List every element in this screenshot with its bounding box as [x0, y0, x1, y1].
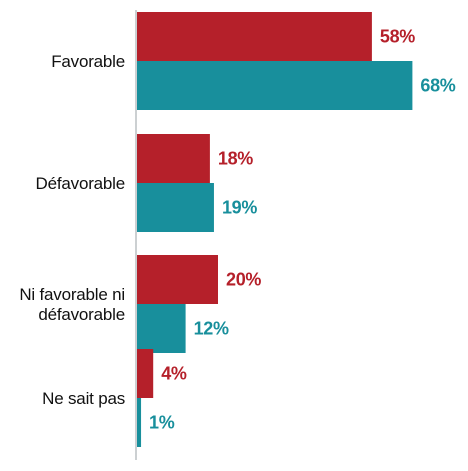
- bar-series-1: [137, 349, 154, 398]
- bar-series-2: [137, 304, 186, 353]
- value-label: 20%: [226, 270, 261, 290]
- bar-series-2: [137, 183, 214, 232]
- bar-series-2: [137, 398, 142, 447]
- bar-series-1: [137, 134, 210, 183]
- value-label: 12%: [194, 319, 229, 339]
- value-label: 4%: [161, 364, 187, 384]
- labels-layer: Favorable 58% 68% Défavorable 18% 19% Ni favor…: [19, 27, 456, 433]
- category-label: Ni favorable ni: [19, 285, 125, 304]
- bars-layer: [137, 12, 413, 447]
- value-label: 19%: [222, 198, 257, 218]
- value-label: 18%: [218, 149, 253, 169]
- value-label: 58%: [380, 27, 415, 47]
- value-label: 68%: [420, 76, 455, 96]
- category-label: Défavorable: [36, 174, 125, 193]
- bar-series-1: [137, 12, 372, 61]
- bar-series-1: [137, 255, 218, 304]
- category-label: Ne sait pas: [42, 389, 125, 408]
- category-label: défavorable: [38, 305, 125, 324]
- category-label: Favorable: [51, 52, 125, 71]
- bar-series-2: [137, 61, 413, 110]
- value-label: 1%: [149, 413, 175, 433]
